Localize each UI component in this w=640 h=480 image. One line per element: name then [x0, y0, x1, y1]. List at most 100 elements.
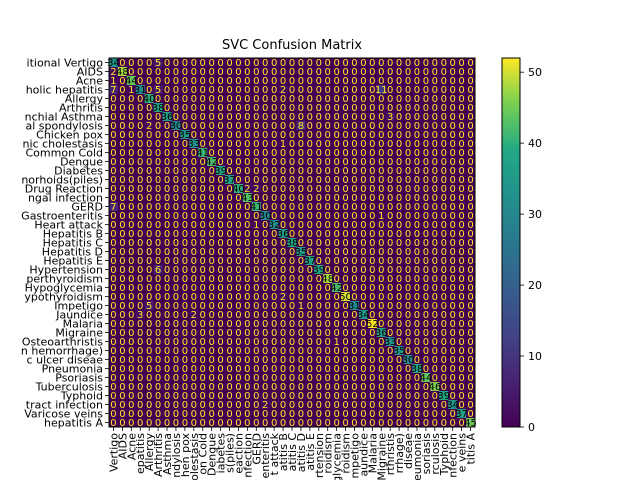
cell-value-label: 0 [387, 139, 393, 150]
cell-value-label: 0 [235, 193, 241, 204]
cell-value-label: 0 [182, 328, 188, 339]
y-tick-label: Malaria [63, 318, 103, 331]
cell-value-label: 0 [467, 175, 473, 186]
cell-value-label: 0 [298, 346, 304, 357]
heatmap-cell [323, 310, 333, 320]
heatmap-cell [466, 418, 476, 428]
heatmap-cell [305, 166, 315, 176]
cell-value-label: 0 [262, 418, 268, 429]
heatmap-cell [448, 121, 458, 131]
heatmap-cell [207, 310, 217, 320]
cell-value-label: 0 [262, 67, 268, 78]
cell-value-label: 0 [128, 184, 134, 195]
cell-value-label: 0 [253, 301, 259, 312]
cell-value-label: 0 [262, 409, 268, 420]
cell-value-label: 0 [235, 211, 241, 222]
cell-value-label: 0 [458, 355, 464, 366]
cell-value-label: 1 [280, 139, 286, 150]
cell-value-label: 0 [226, 193, 232, 204]
heatmap-cell [180, 175, 190, 185]
cell-value-label: 0 [137, 175, 143, 186]
heatmap-cell [144, 76, 155, 86]
heatmap-cell [341, 373, 351, 383]
cell-value-label: 0 [432, 157, 438, 168]
heatmap-cell [117, 130, 128, 140]
heatmap-cell [448, 409, 458, 419]
heatmap-cell [109, 112, 119, 122]
cell-value-label: 0 [441, 256, 447, 267]
cell-value-label: 0 [280, 112, 286, 123]
cell-value-label: 0 [155, 346, 161, 357]
heatmap-cell [180, 58, 190, 68]
cell-value-label: 0 [244, 85, 250, 96]
cell-value-label: 11 [375, 85, 388, 96]
heatmap-cell [332, 175, 342, 185]
cell-value-label: 0 [217, 193, 223, 204]
heatmap-cell [323, 76, 333, 86]
heatmap-cell [225, 175, 235, 185]
cell-value-label: 0 [333, 175, 339, 186]
cell-value-label: 0 [396, 85, 402, 96]
heatmap-cell [251, 76, 262, 86]
heatmap-cell [376, 409, 387, 419]
cell-value-label: 0 [208, 112, 214, 123]
cell-value-label: 0 [414, 238, 420, 249]
cell-value-label: 0 [244, 166, 250, 177]
heatmap-cell [376, 220, 387, 230]
heatmap-cell [180, 337, 190, 347]
cell-value-label: 0 [289, 409, 295, 420]
cell-value-label: 0 [458, 400, 464, 411]
heatmap-cell [207, 220, 217, 230]
heatmap-cell [233, 67, 244, 77]
cell-value-label: 0 [262, 283, 268, 294]
heatmap-cell [225, 67, 235, 77]
heatmap-cell [457, 274, 467, 284]
heatmap-cell [394, 121, 404, 131]
heatmap-cell [376, 382, 387, 392]
cell-value-label: 0 [110, 373, 116, 384]
heatmap-cell [457, 166, 467, 176]
heatmap-cell [171, 418, 181, 428]
heatmap-cell [233, 382, 244, 392]
y-tick-label: Drug Reaction [25, 183, 103, 196]
cell-value-label: 0 [253, 355, 259, 366]
cell-value-label: 0 [262, 274, 268, 285]
y-tick-label: Allergy [65, 93, 104, 106]
cell-value-label: 0 [307, 121, 313, 132]
cell-value-label: 0 [164, 157, 170, 168]
heatmap-cell [341, 121, 351, 131]
cell-value-label: 0 [173, 229, 179, 240]
y-tick-label: tract infection [26, 399, 103, 412]
heatmap-cell [144, 193, 155, 203]
heatmap-cell [323, 94, 333, 104]
cell-value-label: 0 [458, 112, 464, 123]
heatmap-cell [448, 94, 458, 104]
heatmap-cell [376, 58, 387, 68]
heatmap-cell [394, 220, 404, 230]
cell-value-label: 0 [325, 400, 331, 411]
x-tick-label: s(piles) [224, 433, 237, 473]
heatmap-cell [198, 274, 208, 284]
heatmap-cell [216, 130, 226, 140]
heatmap-cell [135, 85, 146, 95]
heatmap-cell [376, 103, 387, 113]
heatmap-cell [144, 184, 155, 194]
cell-value-label: 0 [119, 400, 125, 411]
cell-value-label: 0 [342, 211, 348, 222]
cell-value-label: 30 [170, 121, 183, 132]
heatmap-cell [135, 373, 146, 383]
cell-value-label: 0 [369, 310, 375, 321]
cell-value-label: 0 [253, 247, 259, 258]
cell-value-label: 0 [387, 148, 393, 159]
cell-value-label: 0 [432, 148, 438, 159]
heatmap-cell [153, 112, 163, 122]
heatmap-cell [216, 292, 226, 302]
cell-value-label: 0 [360, 400, 366, 411]
heatmap-cell [109, 157, 119, 167]
heatmap-cell [109, 274, 119, 284]
cell-value-label: 0 [164, 94, 170, 105]
heatmap-cell [466, 130, 476, 140]
heatmap-cell [278, 202, 288, 212]
cell-value-label: 44 [125, 76, 138, 87]
cell-value-label: 0 [128, 391, 134, 402]
